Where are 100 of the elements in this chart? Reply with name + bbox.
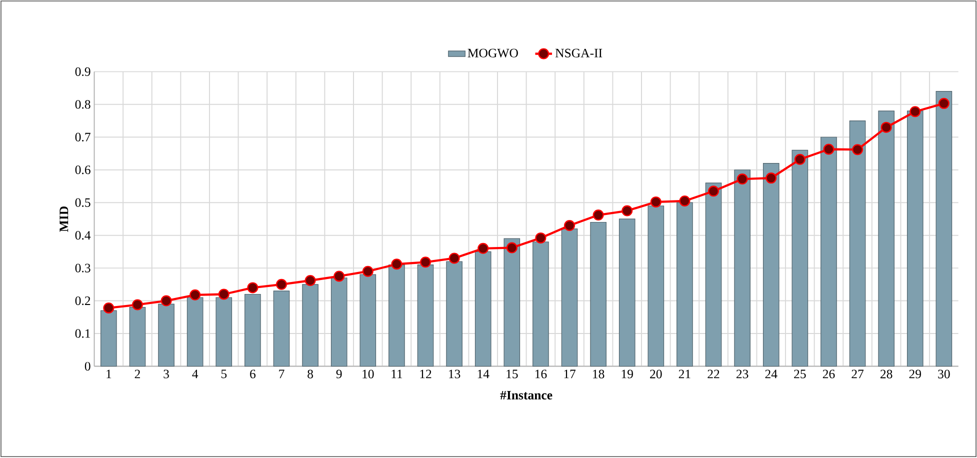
bar	[330, 278, 348, 367]
y-tick-label: 0.5	[75, 198, 90, 208]
point	[218, 288, 230, 300]
bar	[849, 120, 866, 367]
y-tick-label: 0	[84, 362, 90, 371]
bar	[676, 202, 693, 367]
x-tick-label: 10	[362, 370, 374, 379]
point	[736, 174, 748, 185]
x-tick-label: 15	[506, 370, 518, 378]
x-tick-label: 6	[250, 370, 256, 379]
bar	[762, 163, 780, 367]
bar	[302, 284, 318, 367]
bar	[158, 304, 174, 367]
x-tick-label: 4	[192, 370, 198, 378]
x-tick-label: 7	[279, 370, 284, 378]
bar	[532, 242, 549, 367]
bar	[244, 294, 261, 367]
y-tick-label: 0.4	[75, 231, 91, 240]
x-tick-label: 3	[164, 370, 169, 379]
point	[132, 299, 143, 310]
point	[506, 242, 518, 254]
bar	[648, 206, 664, 367]
bar	[129, 307, 146, 367]
bar	[216, 297, 232, 367]
bar	[618, 218, 636, 367]
point	[564, 220, 576, 232]
x-tick-label: 21	[678, 370, 690, 378]
y-tick-label: 0.6	[75, 166, 90, 174]
point	[247, 282, 258, 294]
x-tick-label: 25	[794, 370, 806, 379]
y-tick-label: 0.3	[75, 264, 90, 273]
y-tick-label: 0.7	[75, 133, 90, 142]
bar	[446, 261, 462, 367]
point	[160, 296, 172, 307]
point	[362, 266, 374, 278]
x-tick-label: 19	[622, 370, 633, 379]
y-tick-label: 0.9	[75, 68, 90, 76]
x-tick-label: 28	[880, 370, 892, 379]
bar	[820, 137, 837, 367]
point	[190, 290, 201, 301]
bar	[792, 150, 808, 367]
bar	[360, 274, 376, 367]
x-tick-label: 13	[449, 370, 460, 379]
bar	[417, 264, 434, 367]
y-tick-label: 0.8	[75, 100, 90, 109]
bar	[878, 110, 894, 367]
point	[708, 186, 720, 197]
x-tick-label: 23	[736, 370, 748, 379]
x-tick-label: 22	[708, 370, 720, 378]
point	[880, 122, 892, 134]
x-axis-title: #Instance	[500, 391, 552, 400]
x-tick-label: 16	[535, 370, 547, 379]
bar	[186, 297, 204, 367]
point	[276, 279, 287, 290]
bar	[388, 264, 405, 367]
point	[852, 144, 864, 156]
x-tick-label: 12	[420, 370, 432, 378]
x-tick-label: 5	[221, 370, 227, 378]
bar	[705, 182, 722, 367]
bar	[561, 228, 578, 367]
x-tick-label: 11	[392, 370, 402, 378]
point	[650, 196, 662, 208]
point	[910, 106, 921, 118]
point	[766, 172, 777, 184]
point	[938, 98, 950, 110]
x-tick-label: 30	[938, 370, 950, 379]
x-tick-label: 1	[106, 370, 112, 378]
x-tick-label: 29	[909, 370, 921, 379]
y-tick-label: 0.2	[75, 296, 90, 306]
point	[679, 196, 690, 207]
x-tick-label: 14	[478, 370, 490, 378]
bar	[590, 222, 606, 367]
x-tick-label: 20	[650, 370, 662, 379]
x-tick-label: 9	[336, 370, 342, 379]
point	[478, 243, 489, 254]
point	[103, 302, 114, 314]
legend-label: NSGA-II	[555, 49, 602, 58]
bar	[273, 290, 290, 367]
point	[448, 252, 460, 264]
point	[334, 270, 345, 282]
bar	[100, 310, 117, 367]
point	[304, 275, 316, 286]
point	[535, 232, 546, 244]
bar	[474, 252, 492, 367]
bar	[936, 91, 952, 367]
point	[592, 210, 604, 221]
y-axis-title: MID	[60, 206, 68, 232]
x-tick-label: 18	[593, 370, 604, 379]
point	[420, 256, 431, 268]
point	[391, 258, 402, 270]
point	[794, 154, 806, 166]
bar	[504, 238, 520, 367]
x-tick-label: 17	[564, 370, 576, 378]
point	[823, 144, 834, 155]
y-tick-label: 0.1	[75, 329, 90, 338]
x-tick-label: 24	[765, 370, 778, 378]
point	[622, 206, 633, 216]
bar	[734, 170, 750, 367]
bar	[906, 110, 924, 367]
x-tick-label: 27	[852, 370, 864, 378]
